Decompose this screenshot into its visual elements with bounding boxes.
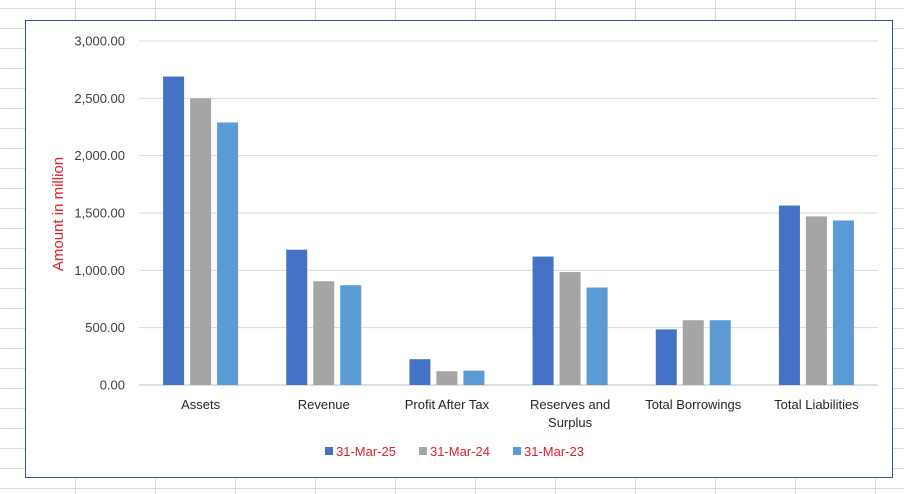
- bar: [409, 359, 431, 385]
- legend-swatch: [513, 447, 521, 455]
- y-tick-label: 500.00: [85, 320, 125, 335]
- y-tick-label: 0.00: [100, 378, 125, 393]
- bar: [682, 320, 704, 385]
- legend-label: 31-Mar-23: [524, 444, 584, 459]
- bar: [436, 371, 458, 385]
- bar-chart: 0.00 500.00 1,000.00 1,500.00 2,000.00 2,500.…: [50, 34, 878, 459]
- x-tick-label: Reserves and Surplus: [530, 397, 610, 430]
- x-tick-label: Profit After Tax: [405, 397, 490, 412]
- bar: [586, 287, 608, 385]
- y-tick-label: 3,000.00: [74, 34, 125, 49]
- y-tick-label: 2,000.00: [74, 148, 125, 163]
- bar: [217, 122, 239, 385]
- y-tick-label: 1,000.00: [74, 263, 125, 278]
- bar: [286, 249, 308, 385]
- bar: [778, 205, 800, 385]
- bar: [532, 256, 554, 385]
- legend-swatch: [419, 447, 427, 455]
- bar: [655, 329, 677, 385]
- legend-label: 31-Mar-24: [430, 444, 490, 459]
- bar: [313, 281, 335, 385]
- bar: [805, 216, 827, 385]
- bar: [163, 76, 185, 385]
- chart-area: 0.00 500.00 1,000.00 1,500.00 2,000.00 2,500.…: [25, 20, 893, 478]
- bar: [463, 370, 485, 385]
- x-tick-label: Total Borrowings: [645, 397, 742, 412]
- x-tick-label: Revenue: [298, 397, 350, 412]
- y-tick-label: 2,500.00: [74, 91, 125, 106]
- bar: [709, 320, 731, 385]
- bar: [832, 220, 854, 385]
- x-tick-label: Assets: [181, 397, 221, 412]
- legend-swatch: [325, 447, 333, 455]
- y-axis-label: Amount in million: [50, 157, 67, 271]
- y-tick-label: 1,500.00: [74, 206, 125, 221]
- bar: [340, 285, 362, 385]
- legend-label: 31-Mar-25: [336, 444, 396, 459]
- x-tick-label: Total Liabilities: [774, 397, 859, 412]
- bar: [559, 272, 581, 385]
- bar: [190, 98, 212, 385]
